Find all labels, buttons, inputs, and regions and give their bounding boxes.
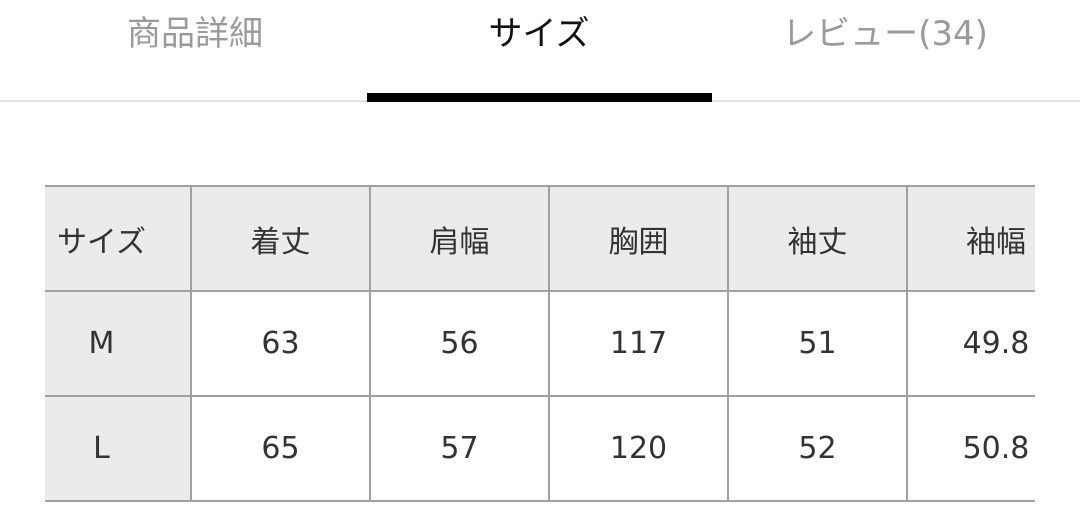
tab-product-details[interactable]: 商品詳細 xyxy=(127,14,263,54)
table-cell: 56 xyxy=(369,290,550,397)
header-cell: 肩幅 xyxy=(369,185,550,292)
table-cell: 49.8 xyxy=(906,290,1035,397)
size-table-scroller[interactable]: サイズ 着丈 肩幅 胸囲 袖丈 袖幅 M 63 56 117 51 49.8 L… xyxy=(45,185,1035,507)
table-cell: 50.8 xyxy=(906,395,1035,502)
table-cell: 57 xyxy=(369,395,550,502)
size-label-cell: M xyxy=(45,290,192,397)
table-cell: 63 xyxy=(190,290,371,397)
table-cell: 120 xyxy=(548,395,729,502)
active-tab-indicator xyxy=(367,93,712,102)
tab-bar: 商品詳細 サイズ レビュー(34) xyxy=(0,0,1080,102)
table-row: L 65 57 120 52 50.8 xyxy=(45,395,1035,502)
header-cell: 胸囲 xyxy=(548,185,729,292)
table-cell: 52 xyxy=(727,395,908,502)
tab-reviews[interactable]: レビュー(34) xyxy=(782,14,988,54)
table-cell: 65 xyxy=(190,395,371,502)
table-header-row: サイズ 着丈 肩幅 胸囲 袖丈 袖幅 xyxy=(45,185,1035,292)
table-cell: 51 xyxy=(727,290,908,397)
table-row: M 63 56 117 51 49.8 xyxy=(45,290,1035,397)
header-cell: 着丈 xyxy=(190,185,371,292)
size-label-cell: L xyxy=(45,395,192,502)
size-table: サイズ 着丈 肩幅 胸囲 袖丈 袖幅 M 63 56 117 51 49.8 L… xyxy=(45,185,1035,502)
header-cell: サイズ xyxy=(45,185,192,292)
table-cell: 117 xyxy=(548,290,729,397)
header-cell: 袖幅 xyxy=(906,185,1035,292)
header-cell: 袖丈 xyxy=(727,185,908,292)
tab-size[interactable]: サイズ xyxy=(488,14,590,54)
